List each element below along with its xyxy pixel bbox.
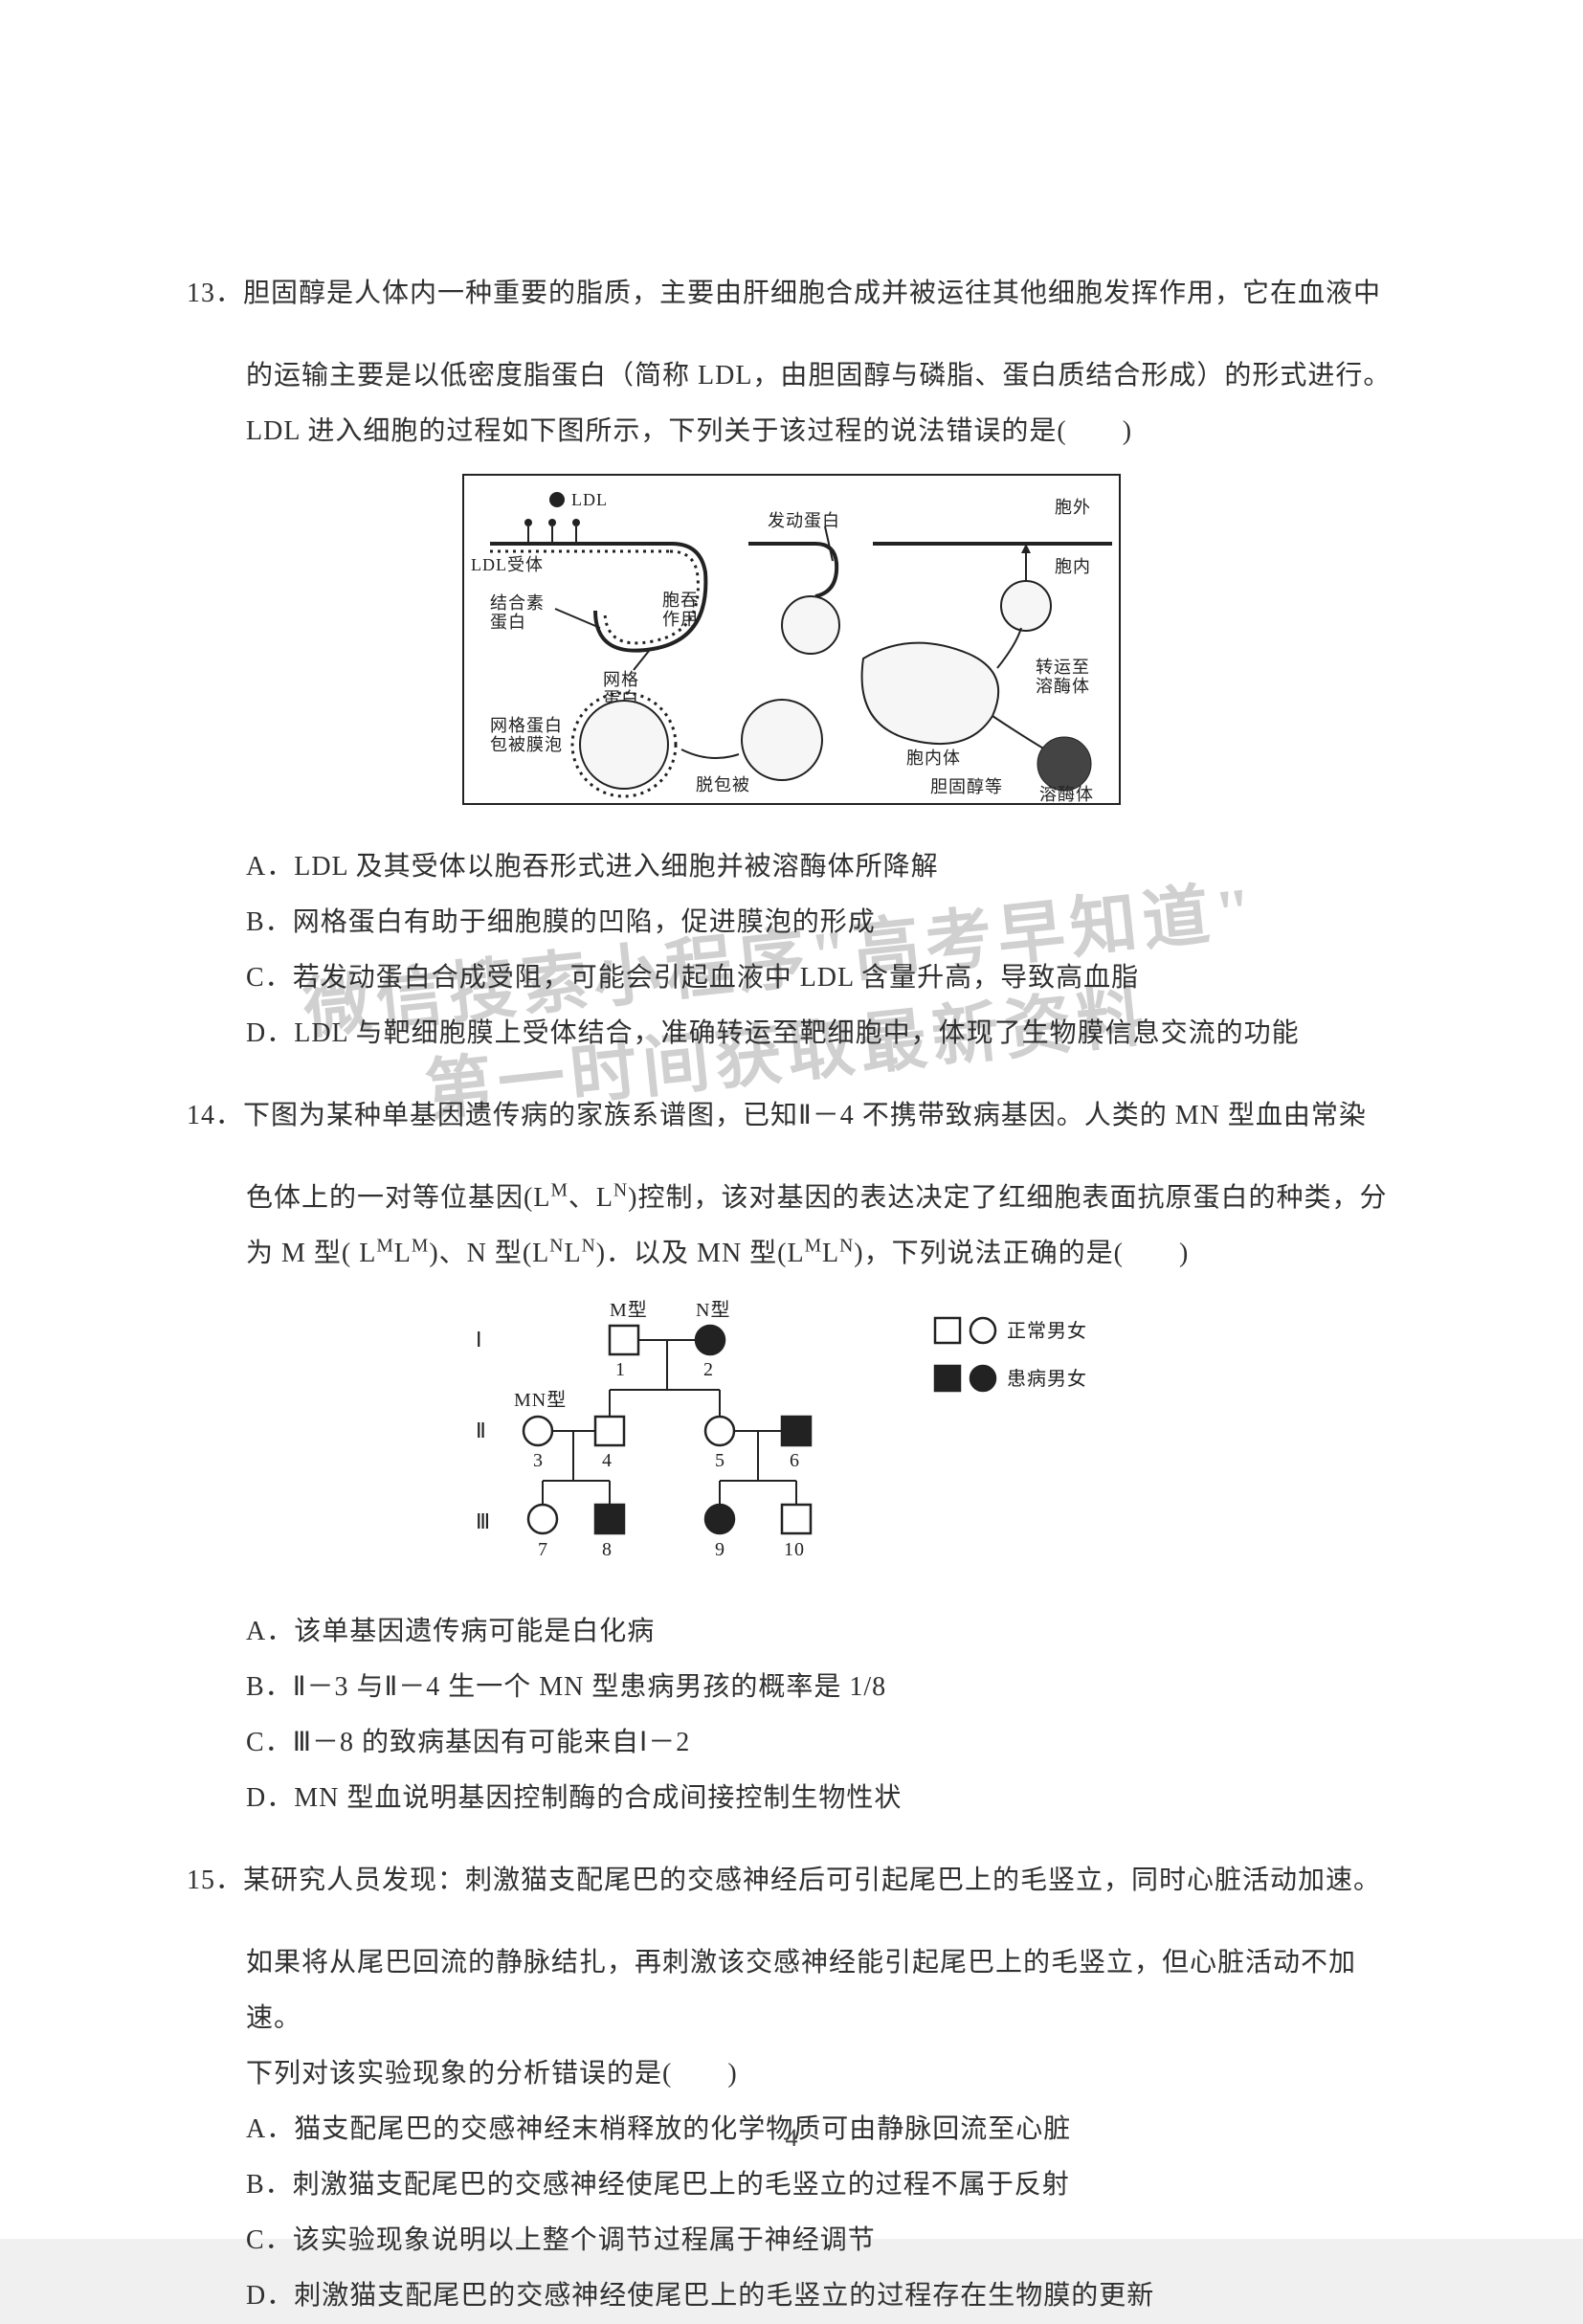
mn-type-label: MN型 [514,1389,567,1411]
q15-stem-line-3: 下列对该实验现象的分析错误的是( ) [187,2046,1396,2102]
q13-option-b: B．网格蛋白有助于细胞膜的凹陷，促进膜泡的形成 [187,895,1396,950]
q14-option-d: D．MN 型血说明基因控制酶的合成间接控制生物性状 [187,1771,1396,1826]
q14-option-a: A．该单基因遗传病可能是白化病 [187,1604,1396,1660]
id-2: 2 [703,1359,714,1380]
gen-3: Ⅲ [476,1509,491,1533]
n-type-label: N型 [696,1299,730,1321]
q15-c-label: C． [246,2225,293,2255]
lysosome: 溶酶体 [1039,785,1094,804]
q13-stem-line-2: 的运输主要是以低密度脂蛋白（简称 LDL，由胆固醇与磷脂、蛋白质结合形成）的形式… [187,348,1396,404]
q13-figure: LDL LDL受体 结合素 [187,467,1396,832]
exam-page: 13．胆固醇是人体内一种重要的脂质，主要由肝细胞合成并被运往其他细胞发挥作用，它… [0,0,1583,2239]
q14-d-text: MN 型血说明基因控制酶的合成间接控制生物性状 [294,1783,902,1813]
id-5: 5 [715,1450,725,1471]
q15-d-text: 刺激猫支配尾巴的交感神经使尾巴上的毛竖立的过程存在生物膜的更新 [294,2281,1154,2311]
q14-stem-1: 下图为某种单基因遗传病的家族系谱图，已知Ⅱ－4 不携带致病基因。人类的 MN 型… [243,1101,1367,1130]
q14-number: 14． [187,1101,243,1130]
q14-a-label: A． [246,1617,294,1646]
ldl-label: LDL [571,490,608,509]
q15-d-label: D． [246,2281,294,2311]
q14-a-text: 该单基因遗传病可能是白化病 [294,1617,655,1646]
id-8: 8 [602,1539,613,1560]
q14-stem-line-2: 色体上的一对等位基因(LM、LN)控制，该对基因的表达决定了红细胞表面抗原蛋白的… [187,1171,1396,1226]
gen-1: Ⅰ [476,1328,483,1352]
q14-b-text: Ⅱ－3 与Ⅱ－4 生一个 MN 型患病男孩的概率是 1/8 [293,1672,886,1702]
id-3: 3 [533,1450,544,1471]
q13-d-label: D． [246,1018,294,1048]
q13-b-text: 网格蛋白有助于细胞膜的凹陷，促进膜泡的形成 [293,907,876,937]
q15-option-c: C．该实验现象说明以上整个调节过程属于神经调节 [187,2213,1396,2268]
q13-stem-line-3: LDL 进入细胞的过程如下图所示，下列关于该过程的说法错误的是( ) [187,404,1396,459]
q13-c-text: 若发动蛋白合成受阻，可能会引起血液中 LDL 含量升高，导致高血脂 [293,963,1139,993]
q15-stem-line-2: 如果将从尾巴回流的静脉结扎，再刺激该交感神经能引起尾巴上的毛竖立，但心脏活动不加… [187,1935,1396,2046]
inside: 胞内 [1055,557,1091,576]
q14-option-b: B．Ⅱ－3 与Ⅱ－4 生一个 MN 型患病男孩的概率是 1/8 [187,1660,1396,1715]
q15-option-b: B．刺激猫支配尾巴的交感神经使尾巴上的毛竖立的过程不属于反射 [187,2157,1396,2213]
transp-a: 转运至 [1036,658,1090,677]
q15-c-text: 该实验现象说明以上整个调节过程属于神经调节 [293,2225,876,2255]
question-13: 13．胆固醇是人体内一种重要的脂质，主要由肝细胞合成并被运往其他细胞发挥作用，它… [187,266,1396,1061]
legend-normal: 正常男女 [1007,1320,1087,1342]
q14-c-label: C． [246,1728,293,1757]
question-14: 14．下图为某种单基因遗传病的家族系谱图，已知Ⅱ－4 不携带致病基因。人类的 M… [187,1088,1396,1826]
q15-b-label: B． [246,2170,293,2200]
id-6: 6 [790,1450,800,1471]
q13-c-label: C． [246,963,293,993]
question-15: 15．某研究人员发现：刺激猫支配尾巴的交感神经后可引起尾巴上的毛竖立，同时心脏活… [187,1853,1396,2324]
q13-stem-1: 胆固醇是人体内一种重要的脂质，主要由肝细胞合成并被运往其他细胞发挥作用，它在血液… [243,279,1381,308]
uncoat: 脱包被 [696,775,750,794]
q13-stem-line-1: 13．胆固醇是人体内一种重要的脂质，主要由肝细胞合成并被运往其他细胞发挥作用，它… [187,266,1396,322]
id-1: 1 [615,1359,626,1380]
q15-b-text: 刺激猫支配尾巴的交感神经使尾巴上的毛竖立的过程不属于反射 [293,2170,1070,2200]
page-number: 4 [0,2124,1583,2153]
coated-a: 网格蛋白 [490,716,563,735]
q13-option-c: C．若发动蛋白合成受阻，可能会引起血液中 LDL 含量升高，导致高血脂 [187,950,1396,1006]
q14-d-label: D． [246,1783,294,1813]
q14-option-c: C．Ⅲ－8 的致病基因有可能来自Ⅰ－2 [187,1715,1396,1771]
transp-b: 溶酶体 [1036,677,1090,696]
q13-a-text: LDL 及其受体以胞吞形式进入细胞并被溶酶体所降解 [294,852,938,882]
q13-a-label: A． [246,852,294,882]
clathrin-b: 蛋白 [490,613,526,632]
dynamin: 发动蛋白 [768,511,840,530]
gen-2: Ⅱ [476,1419,487,1442]
q13-number: 13． [187,279,243,308]
q14-figure-box: 正常男女 患病男女 Ⅰ Ⅱ Ⅲ M型 1 N型 2 [447,1289,1136,1597]
outside: 胞外 [1055,498,1091,517]
q14-c-text: Ⅲ－8 的致病基因有可能来自Ⅰ－2 [293,1728,691,1757]
endosome: 胞内体 [906,749,961,768]
id-4: 4 [602,1450,613,1471]
pedigree-diagram: 正常男女 患病男女 Ⅰ Ⅱ Ⅲ M型 1 N型 2 [447,1289,1136,1576]
q14-b-label: B． [246,1672,293,1702]
q15-option-d: D．刺激猫支配尾巴的交感神经使尾巴上的毛竖立的过程存在生物膜的更新 [187,2268,1396,2324]
chol: 胆固醇等 [930,777,1003,796]
endo-b: 作用 [662,610,699,629]
q14-stem-line-3: 为 M 型( LMLM)、N 型(LNLN)．以及 MN 型(LMLN)，下列说… [187,1226,1396,1282]
q13-option-a: A．LDL 及其受体以胞吞形式进入细胞并被溶酶体所降解 [187,839,1396,895]
q13-figure-box: LDL LDL受体 结合素 [461,467,1122,832]
q13-option-d: D．LDL 与靶细胞膜上受体结合，准确转运至靶细胞中，体现了生物膜信息交流的功能 [187,1006,1396,1061]
grid-a: 网格 [603,670,639,689]
q13-b-label: B． [246,907,293,937]
q15-stem-1: 某研究人员发现：刺激猫支配尾巴的交感神经后可引起尾巴上的毛竖立，同时心脏活动加速… [243,1866,1381,1895]
id-7: 7 [538,1539,548,1560]
ldl-receptor-label: LDL受体 [471,555,544,574]
ldl-diagram: LDL LDL受体 结合素 [461,467,1122,812]
endo-a: 胞吞 [662,591,699,610]
q14-figure: 正常男女 患病男女 Ⅰ Ⅱ Ⅲ M型 1 N型 2 [187,1289,1396,1597]
coated-b: 包被膜泡 [490,735,563,754]
q15-stem-line-1: 15．某研究人员发现：刺激猫支配尾巴的交感神经后可引起尾巴上的毛竖立，同时心脏活… [187,1853,1396,1909]
id-9: 9 [715,1539,725,1560]
q15-number: 15． [187,1866,243,1895]
q13-d-text: LDL 与靶细胞膜上受体结合，准确转运至靶细胞中，体现了生物膜信息交流的功能 [294,1018,1299,1048]
id-10: 10 [784,1539,805,1560]
clathrin-a: 结合素 [490,593,545,613]
m-type-label: M型 [610,1299,648,1321]
legend-affected: 患病男女 [1007,1368,1087,1390]
q14-stem-line-1: 14．下图为某种单基因遗传病的家族系谱图，已知Ⅱ－4 不携带致病基因。人类的 M… [187,1088,1396,1144]
